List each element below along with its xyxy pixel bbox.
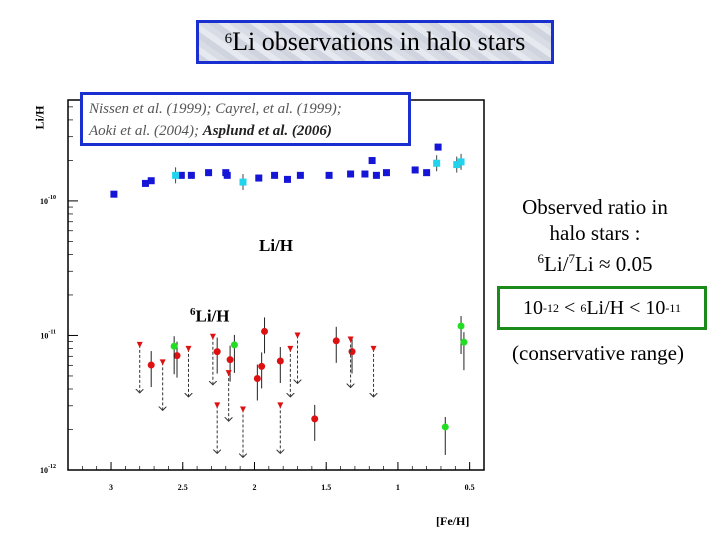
li6-h-point xyxy=(348,348,356,356)
y-tick-label: 10-10 xyxy=(40,195,56,206)
title-superscript: 6 xyxy=(224,30,233,47)
li-h-point xyxy=(110,190,118,198)
li6-h-upper-limit xyxy=(209,333,216,340)
li-h-point-cyan xyxy=(453,161,461,169)
li-h-point xyxy=(361,170,369,178)
data-marks xyxy=(110,143,468,458)
li6-h-upper-limit xyxy=(370,345,377,352)
li-h-point xyxy=(177,171,185,179)
ratio-sup-6: 6 xyxy=(537,251,545,266)
range-a: 10 xyxy=(523,296,544,319)
references-line-1: Nissen et al. (1999); Cayrel, et al. (19… xyxy=(89,101,342,117)
li-h-point xyxy=(141,179,149,187)
li-h-point xyxy=(325,171,333,179)
li-h-point xyxy=(296,171,304,179)
li6-h-upper-limit xyxy=(240,406,247,413)
range-c: Li/H < 10 xyxy=(586,296,666,319)
li-h-point xyxy=(347,170,355,178)
y-tick-label: 10-12 xyxy=(40,464,56,475)
ratio-end: Li ≈ 0.05 xyxy=(575,252,653,276)
annotation-line-2: halo stars : xyxy=(549,221,641,245)
li-h-point xyxy=(147,177,155,185)
li6-h-upper-limit xyxy=(347,336,354,343)
li-h-point xyxy=(205,169,213,177)
range-d-exp: -11 xyxy=(665,300,681,315)
x-tick-label: 0.5 xyxy=(465,483,475,492)
li-h-point xyxy=(271,171,279,179)
li6-h-upper-limit xyxy=(136,341,143,348)
li-h-point xyxy=(411,166,419,174)
range-box: 10 -12 < 6 Li/H < 10 -11 xyxy=(497,286,707,330)
li6-h-point-green xyxy=(441,423,449,431)
li-h-point xyxy=(255,174,263,182)
title-text: Li observations in halo stars xyxy=(232,27,526,56)
li-h-point xyxy=(382,169,390,177)
ratio-mid: Li/ xyxy=(544,252,569,276)
li6-h-point-green xyxy=(170,342,178,350)
range-note: (conservative range) xyxy=(512,341,684,365)
li-h-point xyxy=(423,169,431,177)
series-label-6lih-sup: 6 xyxy=(190,306,196,318)
chart-title: 6 Li observations in halo stars xyxy=(196,20,554,64)
ratio-annotation: Observed ratio in halo stars : 6Li/7Li ≈… xyxy=(497,194,693,277)
x-tick-label: 2 xyxy=(252,483,256,492)
li-h-point xyxy=(187,171,195,179)
li6-h-point xyxy=(253,375,261,383)
x-tick-label: 2.5 xyxy=(178,483,188,492)
li6-h-point-green xyxy=(230,341,238,349)
li6-h-point xyxy=(213,348,221,356)
axis-ticks: 3 2.5 2 1.5 1 0.5 10-12 10-11 10-10 xyxy=(40,106,475,492)
li6-h-point xyxy=(258,362,266,370)
li6-h-upper-limit xyxy=(277,402,284,409)
li-h-point-cyan xyxy=(457,158,465,166)
series-label-6lih: 6Li/H xyxy=(190,306,230,327)
li6-h-point xyxy=(226,356,234,364)
li-h-point xyxy=(368,157,376,165)
li6-h-upper-limit xyxy=(159,359,166,366)
references-plain: Aoki et al. (2004); xyxy=(89,123,203,139)
li6-h-point xyxy=(311,415,319,423)
x-axis-label: [Fe/H] xyxy=(436,514,470,528)
li6-h-point xyxy=(332,337,340,345)
series-label-6lih-text: Li/H xyxy=(195,306,230,326)
li-h-point xyxy=(223,171,231,179)
annotation-line-1: Observed ratio in xyxy=(522,195,668,219)
x-tick-label: 1.5 xyxy=(321,483,331,492)
li6-h-upper-limit xyxy=(214,402,221,409)
range-c-sup: 6 xyxy=(580,300,587,315)
references-box: Nissen et al. (1999); Cayrel, et al. (19… xyxy=(80,92,411,146)
li-h-point-cyan xyxy=(433,159,441,167)
li6-h-point xyxy=(276,357,284,365)
y-axis-label: Li/H xyxy=(32,105,47,130)
li6-h-upper-limit xyxy=(294,332,301,339)
plot-frame xyxy=(67,99,485,471)
li6-h-point xyxy=(261,327,269,335)
range-a-exp: -12 xyxy=(543,300,560,315)
references-bold: Asplund et al. (2006) xyxy=(202,123,332,139)
li6-h-point xyxy=(147,361,155,369)
annotation-ratio: 6Li/7Li ≈ 0.05 xyxy=(497,246,693,277)
x-tick-label: 1 xyxy=(396,483,400,492)
ratio-sup-7: 7 xyxy=(568,251,576,266)
y-tick-label: 10-11 xyxy=(40,329,56,340)
li6-h-upper-limit xyxy=(185,345,192,352)
li-h-point xyxy=(283,175,291,183)
x-tick-label: 3 xyxy=(109,483,113,492)
range-lt: < xyxy=(559,296,581,319)
li-h-point xyxy=(372,171,380,179)
li-h-point-cyan xyxy=(239,178,247,186)
li-h-point xyxy=(434,143,442,151)
li6-h-point-green xyxy=(457,322,465,330)
li6-h-upper-limit xyxy=(225,370,232,377)
li6-h-point xyxy=(173,352,181,360)
references-line-2: Aoki et al. (2004); Asplund et al. (2006… xyxy=(89,120,402,142)
li6-h-point-green xyxy=(460,338,468,346)
li6-h-upper-limit xyxy=(287,345,294,352)
series-label-lih: Li/H xyxy=(259,236,294,255)
li-h-point-cyan xyxy=(172,171,180,179)
